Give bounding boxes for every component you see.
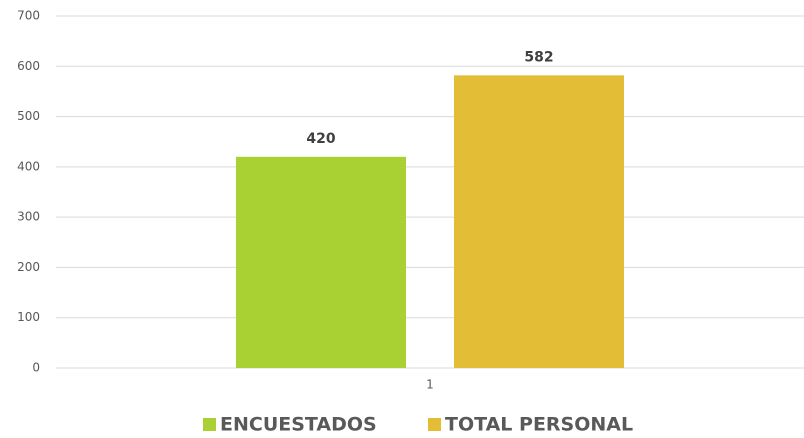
legend-label: ENCUESTADOS [220, 414, 377, 436]
y-tick-label: 700 [17, 9, 40, 23]
legend-swatch [428, 418, 441, 431]
legend-label: TOTAL PERSONAL [445, 414, 633, 436]
bar [454, 75, 624, 368]
y-tick-label: 600 [17, 59, 40, 73]
y-tick-label: 300 [17, 210, 40, 224]
y-tick-label: 100 [17, 310, 40, 324]
x-tick-label: 1 [426, 378, 434, 392]
y-tick-label: 200 [17, 260, 40, 274]
data-label: 582 [524, 49, 553, 65]
legend-swatch [203, 418, 216, 431]
y-tick-label: 400 [17, 159, 40, 173]
y-tick-label: 0 [32, 361, 40, 375]
bar [236, 156, 406, 368]
y-tick-label: 500 [17, 109, 40, 123]
data-label: 420 [306, 131, 335, 147]
